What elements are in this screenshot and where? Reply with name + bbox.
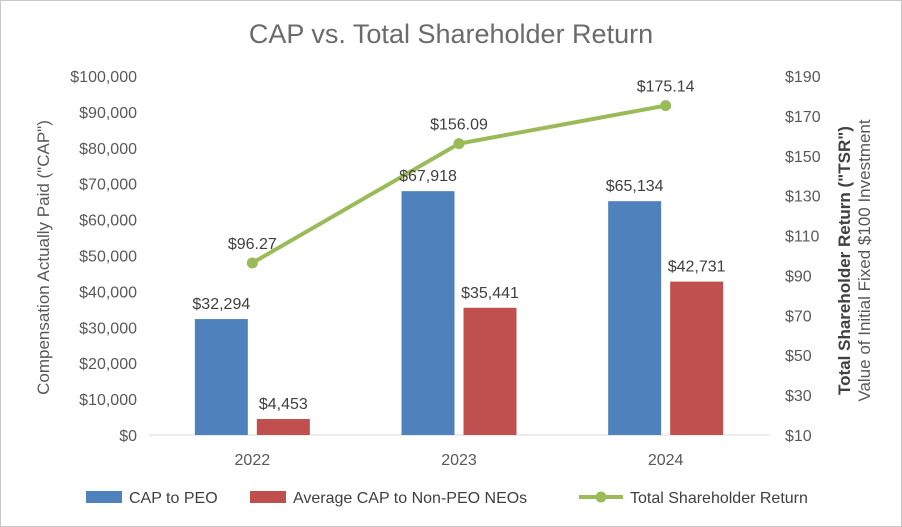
bar-data-label: $67,918 [399, 168, 457, 185]
data-labels: $32,294 $67,918 $65,134 $4,453 $35,441 $42,73… [192, 79, 725, 413]
tsr-point [453, 138, 465, 150]
right-tick-label: $30 [785, 388, 812, 405]
category-label: 2024 [648, 452, 684, 469]
right-tick-label: $90 [785, 268, 812, 285]
tsr-data-label: $96.27 [228, 236, 277, 253]
bar-data-label: $35,441 [461, 285, 519, 302]
left-tick-label: $50,000 [79, 249, 137, 266]
legend-swatch [250, 491, 286, 503]
left-tick-label: $90,000 [79, 105, 137, 122]
bar-cap-to-peo [194, 319, 248, 435]
bar-avg-cap-non-peo [256, 419, 310, 435]
legend-label: CAP to PEO [129, 490, 218, 507]
left-tick-label: $0 [119, 428, 137, 445]
left-tick-label: $10,000 [79, 392, 137, 409]
legend-item-avg-cap-non-peo: Average CAP to Non-PEO NEOs [250, 490, 527, 507]
left-tick-label: $60,000 [79, 213, 137, 230]
left-tick-label: $80,000 [79, 141, 137, 158]
left-tick-label: $100,000 [70, 69, 137, 86]
legend-swatch-marker [595, 491, 607, 503]
right-tick-label: $190 [785, 69, 821, 86]
right-tick-label: $110 [785, 229, 820, 246]
right-tick-label: $150 [785, 149, 821, 166]
left-axis-label: Compensation Actually Paid ("CAP") [34, 120, 53, 395]
right-tick-label: $10 [785, 428, 812, 445]
right-axis-label-subtitle: Value of Initial Fixed $100 Investment [855, 119, 874, 402]
legend-label: Average CAP to Non-PEO NEOs [293, 490, 527, 507]
bar-data-label: $4,453 [259, 396, 308, 413]
category-labels: 2022 2023 2024 [235, 452, 684, 469]
bar-data-label: $65,134 [606, 178, 664, 195]
left-tick-label: $20,000 [79, 356, 137, 373]
legend-item-tsr: Total Shareholder Return [579, 490, 808, 507]
bar-cap-to-peo [401, 191, 455, 435]
right-axis-ticks: $10 $30 $50 $70 $90 $110 $130 $150 $170 $190 [785, 69, 821, 445]
bar-avg-cap-non-peo [463, 307, 517, 435]
bar-data-label: $32,294 [192, 296, 250, 313]
legend: CAP to PEO Average CAP to Non-PEO NEOs Tot… [86, 490, 808, 507]
left-axis-ticks: $0 $10,000 $20,000 $30,000 $40,000 $50,000 $60… [70, 69, 137, 445]
right-tick-label: $50 [785, 348, 812, 365]
right-tick-label: $130 [785, 189, 821, 206]
left-tick-label: $30,000 [79, 320, 137, 337]
bar-series [194, 191, 724, 435]
legend-label: Total Shareholder Return [630, 490, 808, 507]
right-tick-label: $70 [785, 308, 812, 325]
left-tick-label: $70,000 [79, 177, 137, 194]
legend-item-cap-to-peo: CAP to PEO [86, 490, 218, 507]
category-label: 2022 [235, 452, 271, 469]
left-tick-label: $40,000 [79, 284, 137, 301]
bar-avg-cap-non-peo [670, 281, 724, 435]
legend-swatch [86, 491, 122, 503]
right-axis-label-title: Total Shareholder Return ("TSR") [835, 126, 854, 395]
right-tick-label: $170 [785, 109, 821, 126]
line-series [246, 100, 672, 269]
tsr-point [660, 100, 672, 112]
chart-title: CAP vs. Total Shareholder Return [249, 19, 653, 49]
bar-data-label: $42,731 [668, 259, 726, 276]
tsr-point [246, 257, 258, 269]
bar-cap-to-peo [608, 201, 662, 435]
tsr-data-label: $175.14 [637, 79, 695, 96]
category-label: 2023 [441, 452, 477, 469]
tsr-data-label: $156.09 [430, 117, 488, 134]
